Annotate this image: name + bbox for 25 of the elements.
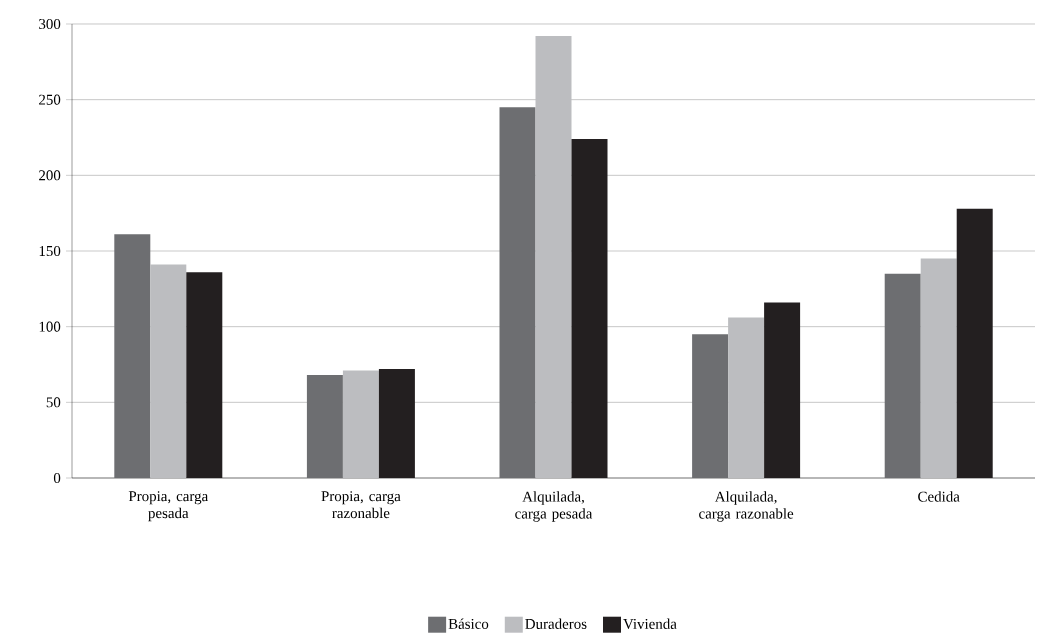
y-tick-label: 100 bbox=[39, 321, 61, 332]
x-tick-label: Alquilada, carga pesada bbox=[515, 491, 593, 522]
bar bbox=[764, 302, 801, 478]
x-tick-label: Alquilada, carga razonable bbox=[699, 491, 794, 522]
bar bbox=[728, 317, 765, 478]
legend-label: Básico bbox=[448, 618, 489, 629]
bar bbox=[535, 36, 572, 478]
y-tick-label: 300 bbox=[39, 18, 61, 30]
legend-label: Duraderos bbox=[525, 618, 587, 629]
y-tick-label: 0 bbox=[53, 472, 61, 484]
bar bbox=[150, 264, 187, 478]
bar bbox=[342, 370, 379, 478]
x-tick-label: Propia, carga razonable bbox=[321, 491, 401, 519]
x-tick-label: Cedida bbox=[918, 491, 960, 502]
bar bbox=[378, 369, 415, 478]
y-tick-label: 200 bbox=[39, 170, 61, 181]
bar bbox=[571, 139, 608, 478]
bar bbox=[186, 272, 223, 478]
y-tick-label: 150 bbox=[39, 245, 61, 257]
y-tick-label: 50 bbox=[46, 397, 61, 408]
y-tick-label: 250 bbox=[39, 94, 61, 105]
legend-label: Vivienda bbox=[623, 618, 677, 629]
bar bbox=[920, 258, 957, 478]
bar bbox=[956, 208, 993, 478]
x-tick-label: Propia, carga pesada bbox=[128, 491, 209, 522]
